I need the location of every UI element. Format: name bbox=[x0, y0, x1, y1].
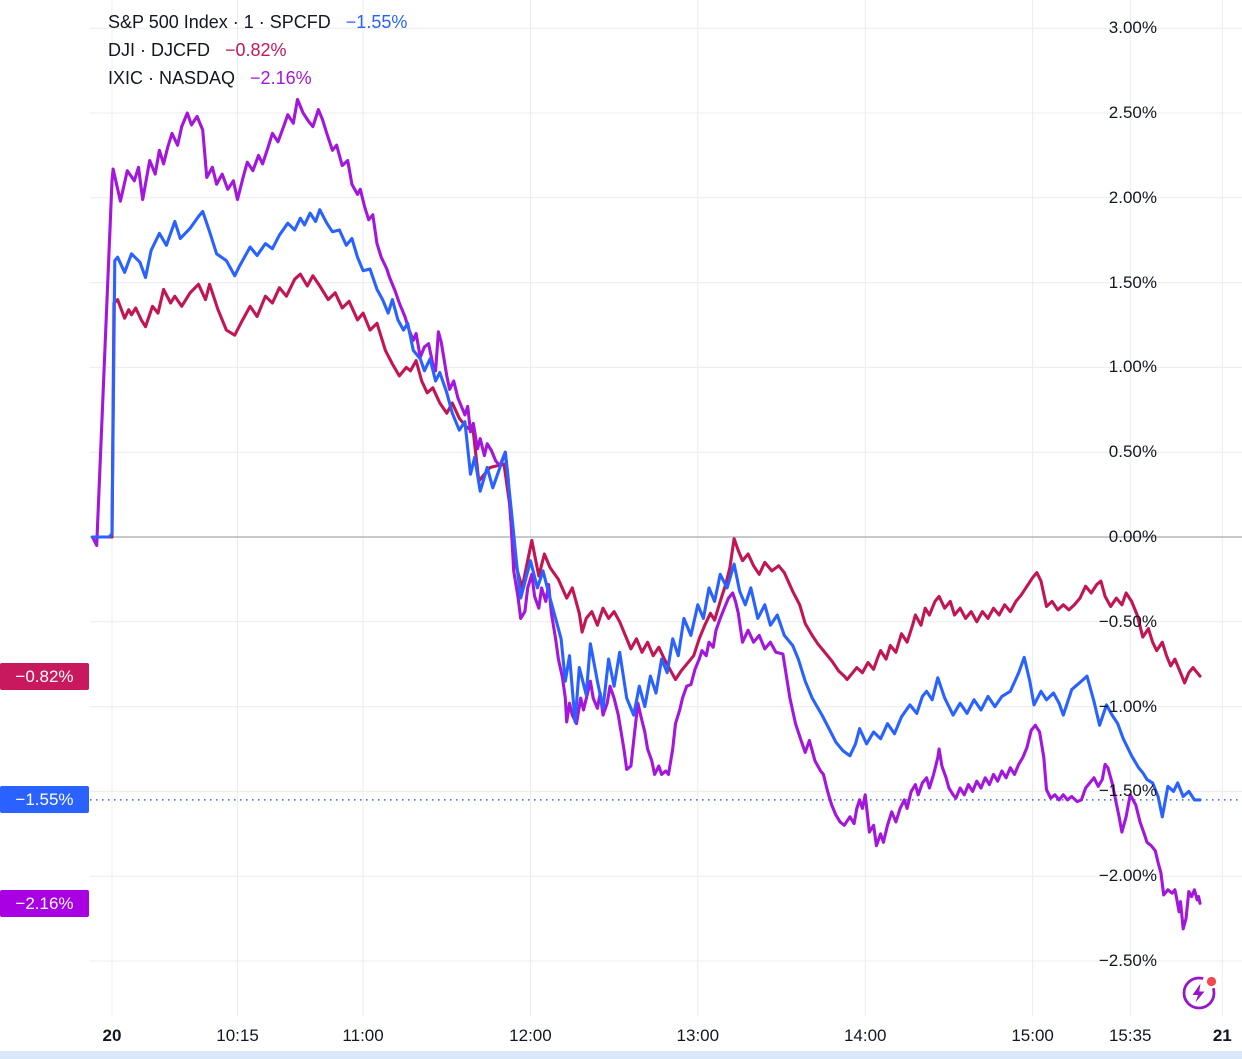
chart-streak-logo-icon[interactable] bbox=[1177, 969, 1223, 1015]
legend-symbol-spx: S&P 500 Index · 1 · SPCFD bbox=[108, 12, 331, 32]
price-label-dji: −0.82% bbox=[0, 662, 89, 690]
x-axis-label: 15:35 bbox=[1108, 1026, 1152, 1045]
time-axis[interactable]: 20 10:15 11:00 12:00 13:00 14:00 15:00 15:35 21 bbox=[0, 1022, 1242, 1052]
x-axis-label: 15:00 bbox=[1011, 1026, 1054, 1045]
series-line-s-p-500-index-spcfd[interactable] bbox=[90, 208, 1202, 819]
x-axis-label: 12:00 bbox=[509, 1026, 552, 1045]
legend-change-spx: −1.55% bbox=[345, 12, 408, 32]
legend-symbol-nasdaq: IXIC · NASDAQ bbox=[108, 68, 236, 88]
legend-row-nasdaq[interactable]: IXIC · NASDAQ −2.16% bbox=[108, 64, 407, 92]
series-line-dji-djcfd[interactable] bbox=[90, 272, 1202, 685]
series-line-ixic-nasdaq[interactable] bbox=[90, 97, 1202, 931]
legend-change-dji: −0.82% bbox=[225, 40, 287, 60]
price-label-nasdaq: −2.16% bbox=[0, 889, 89, 917]
price-label-spx: −1.55% bbox=[0, 786, 89, 814]
x-axis-label: 11:00 bbox=[342, 1026, 384, 1045]
legend-row-spx[interactable]: S&P 500 Index · 1 · SPCFD −1.55% bbox=[108, 8, 407, 36]
legend-symbol-dji: DJI · DJCFD bbox=[108, 40, 210, 60]
x-axis-label: 21 bbox=[1212, 1026, 1232, 1045]
x-axis-label: 10:15 bbox=[216, 1026, 259, 1045]
legend: S&P 500 Index · 1 · SPCFD −1.55% DJI · D… bbox=[108, 8, 407, 92]
timeline-scrollbar[interactable] bbox=[0, 1051, 1242, 1059]
x-axis-label: 20 bbox=[102, 1026, 122, 1045]
x-axis-label: 13:00 bbox=[676, 1026, 720, 1045]
x-axis-label: 14:00 bbox=[843, 1026, 887, 1045]
legend-row-dji[interactable]: DJI · DJCFD −0.82% bbox=[108, 36, 407, 64]
legend-change-nasdaq: −2.16% bbox=[250, 68, 312, 88]
